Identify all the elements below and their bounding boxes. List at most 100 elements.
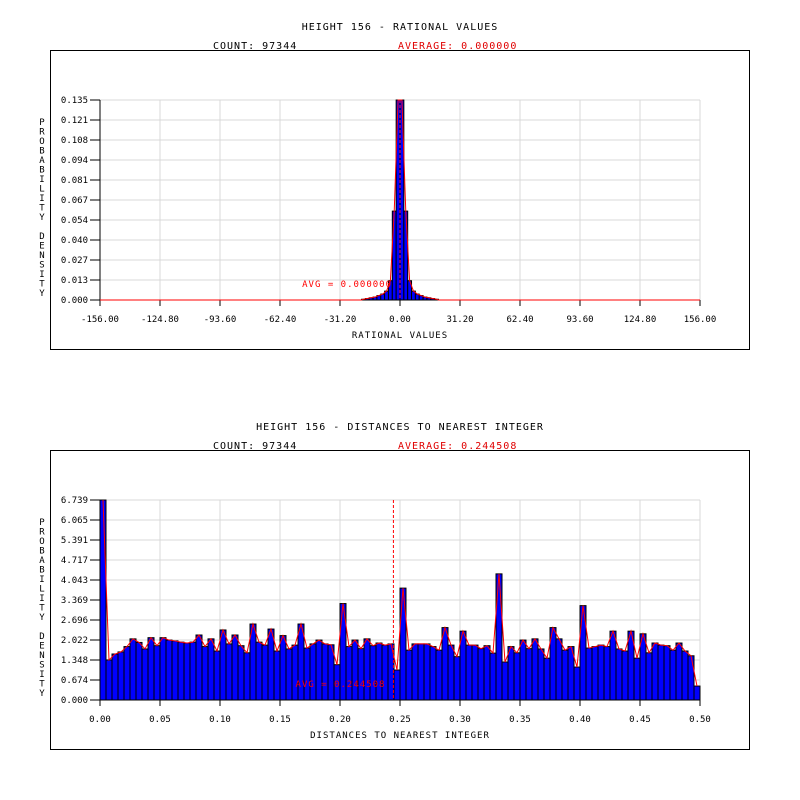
x-tick-label: 0.45 xyxy=(629,715,651,725)
y-tick-label: 0.674 xyxy=(61,676,88,686)
histogram-bar xyxy=(351,639,359,701)
histogram-bar xyxy=(663,645,671,701)
histogram-bar xyxy=(381,644,389,701)
y-tick-label: 0.027 xyxy=(61,256,88,266)
histogram-bar xyxy=(585,647,593,701)
histogram-bar xyxy=(657,644,665,701)
chart-frame xyxy=(50,450,750,750)
x-axis-label: DISTANCES TO NEAREST INTEGER xyxy=(310,731,490,741)
histogram-bar xyxy=(525,648,533,701)
y-tick-label: 0.108 xyxy=(61,136,88,146)
histogram-bar xyxy=(219,629,227,701)
histogram-bar xyxy=(435,649,443,701)
count-label: COUNT: 97344 xyxy=(213,441,298,452)
y-tick-label: 0.121 xyxy=(61,116,88,126)
histogram-bar xyxy=(105,659,113,701)
histogram-bar xyxy=(645,652,653,701)
histogram-bar xyxy=(237,645,245,701)
y-tick-label: 0.040 xyxy=(61,236,88,246)
x-tick-label: 0.00 xyxy=(89,715,111,725)
histogram-bar xyxy=(687,655,695,701)
histogram-bar xyxy=(225,643,233,701)
histogram-bar xyxy=(321,643,329,701)
x-tick-label: -93.60 xyxy=(204,315,237,325)
y-tick-label: 3.369 xyxy=(61,596,88,606)
histogram-bar xyxy=(391,210,397,301)
histogram-bar xyxy=(489,652,497,701)
histogram-bar xyxy=(573,666,581,701)
histogram-bar xyxy=(375,642,383,701)
y-tick-label: 5.391 xyxy=(61,536,88,546)
histogram-bar xyxy=(495,573,503,701)
x-axis-label: RATIONAL VALUES xyxy=(352,331,448,341)
average-annotation: AVG = 0.244508 xyxy=(296,680,386,690)
histogram-bar xyxy=(615,648,623,701)
histogram-bar xyxy=(393,669,401,701)
histogram-bar xyxy=(231,634,239,701)
histogram-bar xyxy=(555,638,563,701)
histogram-bar xyxy=(183,642,191,701)
histogram-bar xyxy=(285,648,293,701)
histogram-bar xyxy=(513,652,521,701)
x-tick-label: 156.00 xyxy=(684,315,717,325)
y-tick-label: 4.043 xyxy=(61,576,88,586)
histogram-bar xyxy=(255,641,263,701)
x-tick-label: 31.20 xyxy=(446,315,473,325)
histogram-bar xyxy=(159,637,167,701)
x-tick-label: 62.40 xyxy=(506,315,533,325)
x-tick-label: 93.60 xyxy=(566,315,593,325)
x-tick-label: 0.10 xyxy=(209,715,231,725)
y-axis-label: PROBABILITY DENSITY xyxy=(37,118,47,299)
histogram-bar xyxy=(501,661,509,701)
x-tick-label: 0.05 xyxy=(149,715,171,725)
histogram-bar xyxy=(405,649,413,701)
histogram-bar xyxy=(189,641,197,701)
histogram-bar xyxy=(207,638,215,701)
chart-title: HEIGHT 156 - DISTANCES TO NEAREST INTEGE… xyxy=(256,422,544,433)
histogram-bar xyxy=(357,648,365,701)
histogram-bar xyxy=(111,653,119,701)
count-label: COUNT: 97344 xyxy=(213,41,298,52)
histogram-bar xyxy=(597,644,605,701)
distances-panel: HEIGHT 156 - DISTANCES TO NEAREST INTEGE… xyxy=(0,400,800,800)
y-tick-label: 6.065 xyxy=(61,516,88,526)
histogram-bar xyxy=(309,643,317,701)
x-tick-label: 0.25 xyxy=(389,715,411,725)
histogram-bar xyxy=(345,646,353,701)
y-tick-label: 0.081 xyxy=(61,176,88,186)
histogram-bar xyxy=(531,638,539,701)
x-tick-label: -156.00 xyxy=(81,315,119,325)
y-tick-label: 0.135 xyxy=(61,96,88,106)
y-tick-label: 6.739 xyxy=(61,496,88,506)
density-curve xyxy=(102,499,698,687)
y-tick-label: 2.022 xyxy=(61,636,88,646)
histogram-bar xyxy=(537,648,545,701)
histogram-bar xyxy=(369,645,377,701)
histogram-bar xyxy=(195,634,203,701)
y-tick-label: 0.054 xyxy=(61,216,88,226)
histogram-bar xyxy=(591,646,599,701)
histogram-bar xyxy=(561,649,569,701)
y-tick-label: 0.067 xyxy=(61,196,88,206)
histogram-bar xyxy=(477,648,485,701)
histogram-bar xyxy=(621,650,629,701)
histogram-bar xyxy=(261,644,269,701)
histogram-bar xyxy=(447,644,455,701)
histogram-bar xyxy=(603,646,611,701)
y-tick-label: 0.000 xyxy=(61,696,88,706)
x-tick-label: -62.40 xyxy=(264,315,297,325)
y-tick-label: 0.013 xyxy=(61,276,88,286)
x-tick-label: 124.80 xyxy=(624,315,657,325)
histogram-bar xyxy=(291,644,299,701)
histogram-bar xyxy=(465,644,473,701)
histogram-bar xyxy=(403,210,409,301)
histogram-bar xyxy=(135,641,143,701)
histogram-bar xyxy=(315,639,323,701)
y-tick-label: 4.717 xyxy=(61,556,88,566)
y-axis-label: PROBABILITY DENSITY xyxy=(37,518,47,699)
histogram-bar xyxy=(141,648,149,701)
average-label: AVERAGE: 0.244508 xyxy=(398,441,518,452)
chart-frame xyxy=(50,50,750,350)
histogram-bar xyxy=(363,638,371,701)
x-tick-label: 0.15 xyxy=(269,715,291,725)
